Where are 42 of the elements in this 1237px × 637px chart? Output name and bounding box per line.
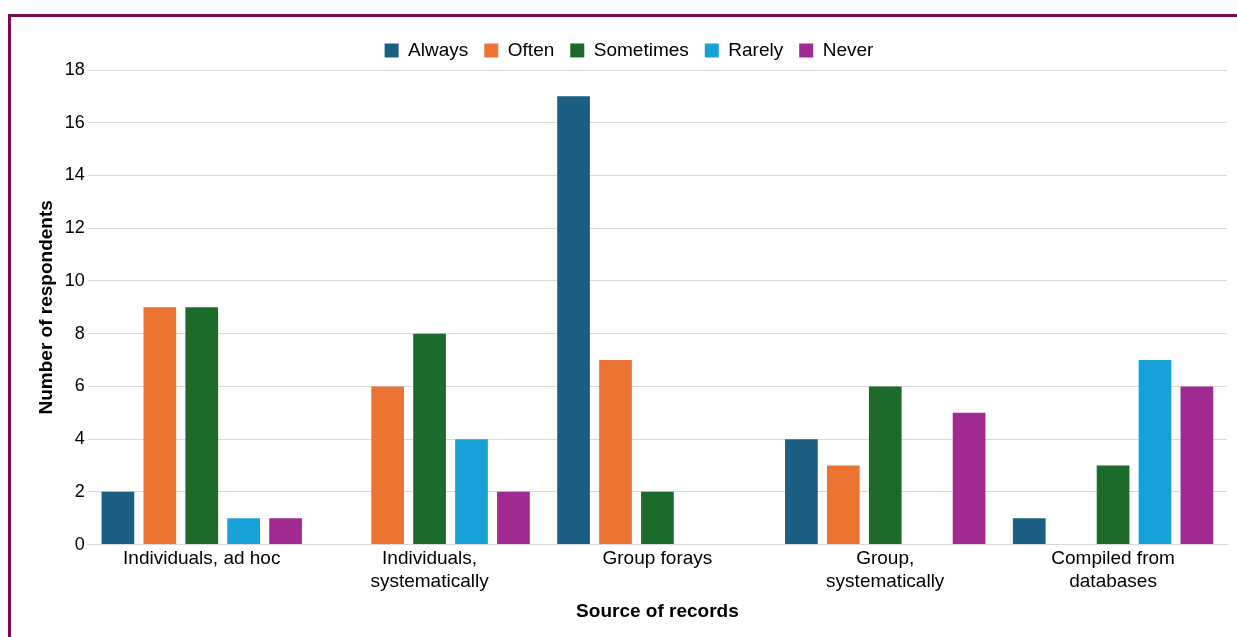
bar <box>185 307 219 545</box>
legend-label: Never <box>822 38 875 60</box>
bar <box>1138 360 1172 545</box>
x-tick-label: Group forays <box>602 547 713 569</box>
y-tick-label: 18 <box>64 58 85 79</box>
x-tick-label: Compiled from databases <box>1051 547 1175 592</box>
y-tick-label: 6 <box>74 375 85 396</box>
y-tick-label: 10 <box>64 269 85 290</box>
bar <box>101 491 135 545</box>
legend-label: Often <box>507 38 555 60</box>
legend-label: Always <box>408 38 469 60</box>
bar <box>599 360 632 545</box>
bar <box>227 518 261 545</box>
bar <box>868 386 902 545</box>
legend-label: Sometimes <box>593 38 689 60</box>
y-tick-label: 0 <box>74 533 85 554</box>
bar <box>413 333 446 545</box>
bar <box>371 386 404 545</box>
y-tick-label: 12 <box>64 217 85 238</box>
bar <box>1012 518 1046 545</box>
x-tick-label: Individuals, systematically <box>370 547 490 592</box>
y-axis-title: Number of respondents <box>34 200 56 415</box>
bar <box>641 491 674 545</box>
bar <box>455 439 488 545</box>
bar <box>826 465 860 545</box>
y-tick-label: 16 <box>64 111 85 132</box>
bar <box>1096 465 1130 545</box>
x-tick-label: Group, systematically <box>826 547 945 592</box>
bar <box>557 96 590 545</box>
bar <box>952 412 986 545</box>
bar <box>497 491 530 545</box>
x-axis-title: Source of records <box>576 599 739 621</box>
bar <box>785 439 818 545</box>
bar <box>143 307 177 545</box>
legend-label: Rarely <box>728 38 784 60</box>
y-tick-label: 2 <box>74 480 85 501</box>
x-tick-label: Individuals, ad hoc <box>123 547 281 569</box>
y-tick-label: 14 <box>64 164 85 185</box>
bar <box>1180 386 1214 545</box>
bar <box>269 518 302 545</box>
y-tick-label: 8 <box>74 322 85 343</box>
y-tick-label: 4 <box>74 428 85 449</box>
